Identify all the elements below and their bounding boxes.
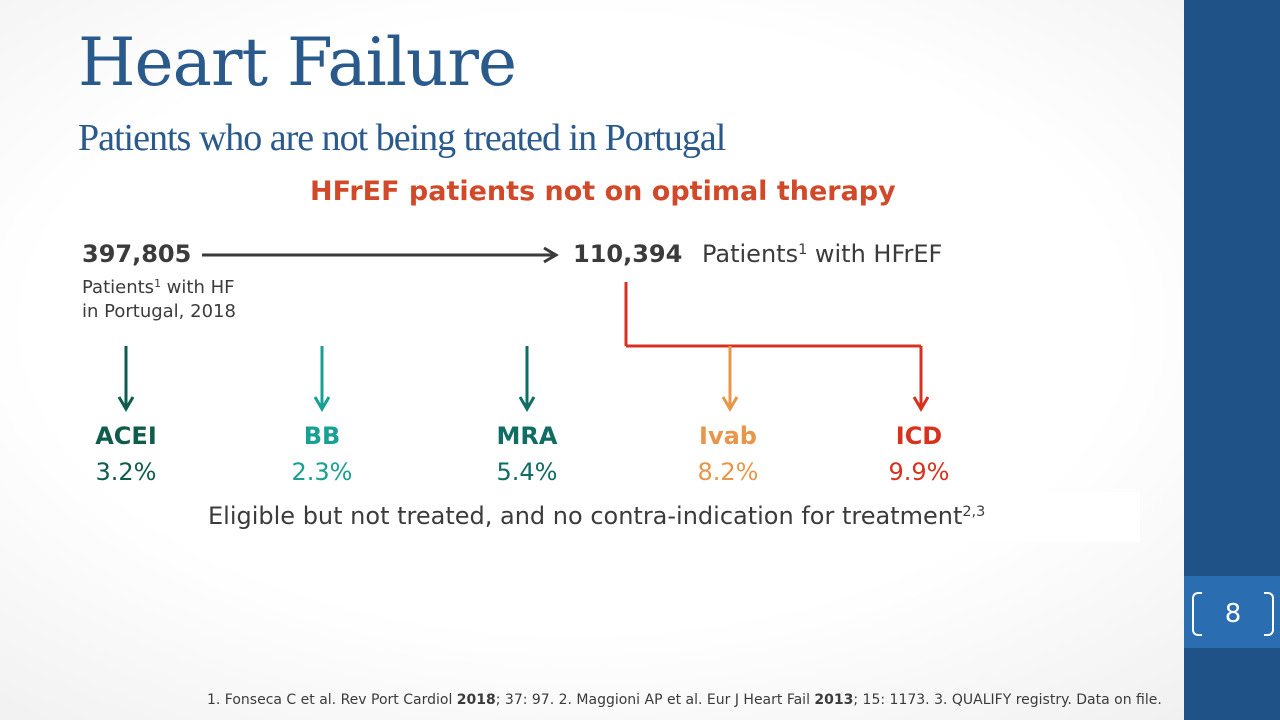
acei-arrow-head [117, 396, 135, 412]
flow-diagram [117, 246, 930, 412]
treatment-acei: ACEI 3.2% [66, 422, 186, 486]
eligibility-note-text: Eligible but not treated, and no contra-… [208, 502, 963, 530]
slide-subtitle: Patients who are not being treated in Po… [78, 117, 726, 159]
treatment-percent: 3.2% [95, 458, 157, 486]
total-hf-label-sup: 1 [154, 277, 161, 291]
ref-year: 2018 [456, 692, 496, 708]
treatment-percent: 2.3% [291, 458, 353, 486]
hfref-label-suffix: with HFrEF [807, 240, 943, 268]
total-hf-label-line2: in Portugal, 2018 [82, 301, 236, 322]
mra-arrow-head [518, 396, 536, 412]
treatment-name: Ivab [699, 422, 757, 450]
treatment-percent: 8.2% [697, 458, 759, 486]
page-number: 8 [1192, 592, 1274, 636]
treatment-mra: MRA 5.4% [467, 422, 587, 486]
hfref-label-prefix: Patients [702, 240, 799, 268]
ivab-arrow-head [721, 396, 739, 412]
total-hf-label: Patients1 with HF in Portugal, 2018 [82, 276, 236, 324]
treatment-percent: 9.9% [888, 458, 950, 486]
treatment-percent: 5.4% [496, 458, 558, 486]
ref-part: 1. Fonseca C et al. Rev Port Cardiol [207, 692, 457, 708]
eligibility-note: Eligible but not treated, and no contra-… [208, 502, 985, 530]
references: 1. Fonseca C et al. Rev Port Cardiol 201… [207, 692, 1162, 708]
treatment-name: ICD [895, 422, 943, 450]
section-heading: HFrEF patients not on optimal therapy [310, 176, 896, 207]
total-hf-label-prefix: Patients [82, 277, 155, 298]
total-hf-label-suffix: with HF [160, 277, 235, 298]
icd-arrow-head [912, 396, 930, 412]
treatment-name: MRA [496, 422, 558, 450]
hfref-count: 110,394 [573, 240, 683, 268]
ref-part: ; 37: 97. 2. Maggioni AP et al. Eur J He… [495, 692, 815, 708]
note-background [200, 492, 1140, 542]
treatment-bb: BB 2.3% [262, 422, 382, 486]
treatment-name: ACEI [95, 422, 157, 450]
treatment-ivab: Ivab 8.2% [668, 422, 788, 486]
treatment-icd: ICD 9.9% [859, 422, 979, 486]
hfref-label-sup: 1 [798, 242, 808, 259]
ref-year: 2013 [814, 692, 854, 708]
main-arrow-head [543, 246, 559, 264]
total-hf-count: 397,805 [82, 240, 192, 268]
ref-part: ; 15: 1173. 3. QUALIFY registry. Data on… [853, 692, 1162, 708]
hfref-label: Patients1 with HFrEF [702, 240, 942, 268]
slide-title: Heart Failure [78, 24, 517, 101]
bb-arrow-head [313, 396, 331, 412]
treatment-name: BB [303, 422, 341, 450]
page-number-tab [1184, 576, 1280, 648]
eligibility-note-sup: 2,3 [962, 504, 986, 521]
